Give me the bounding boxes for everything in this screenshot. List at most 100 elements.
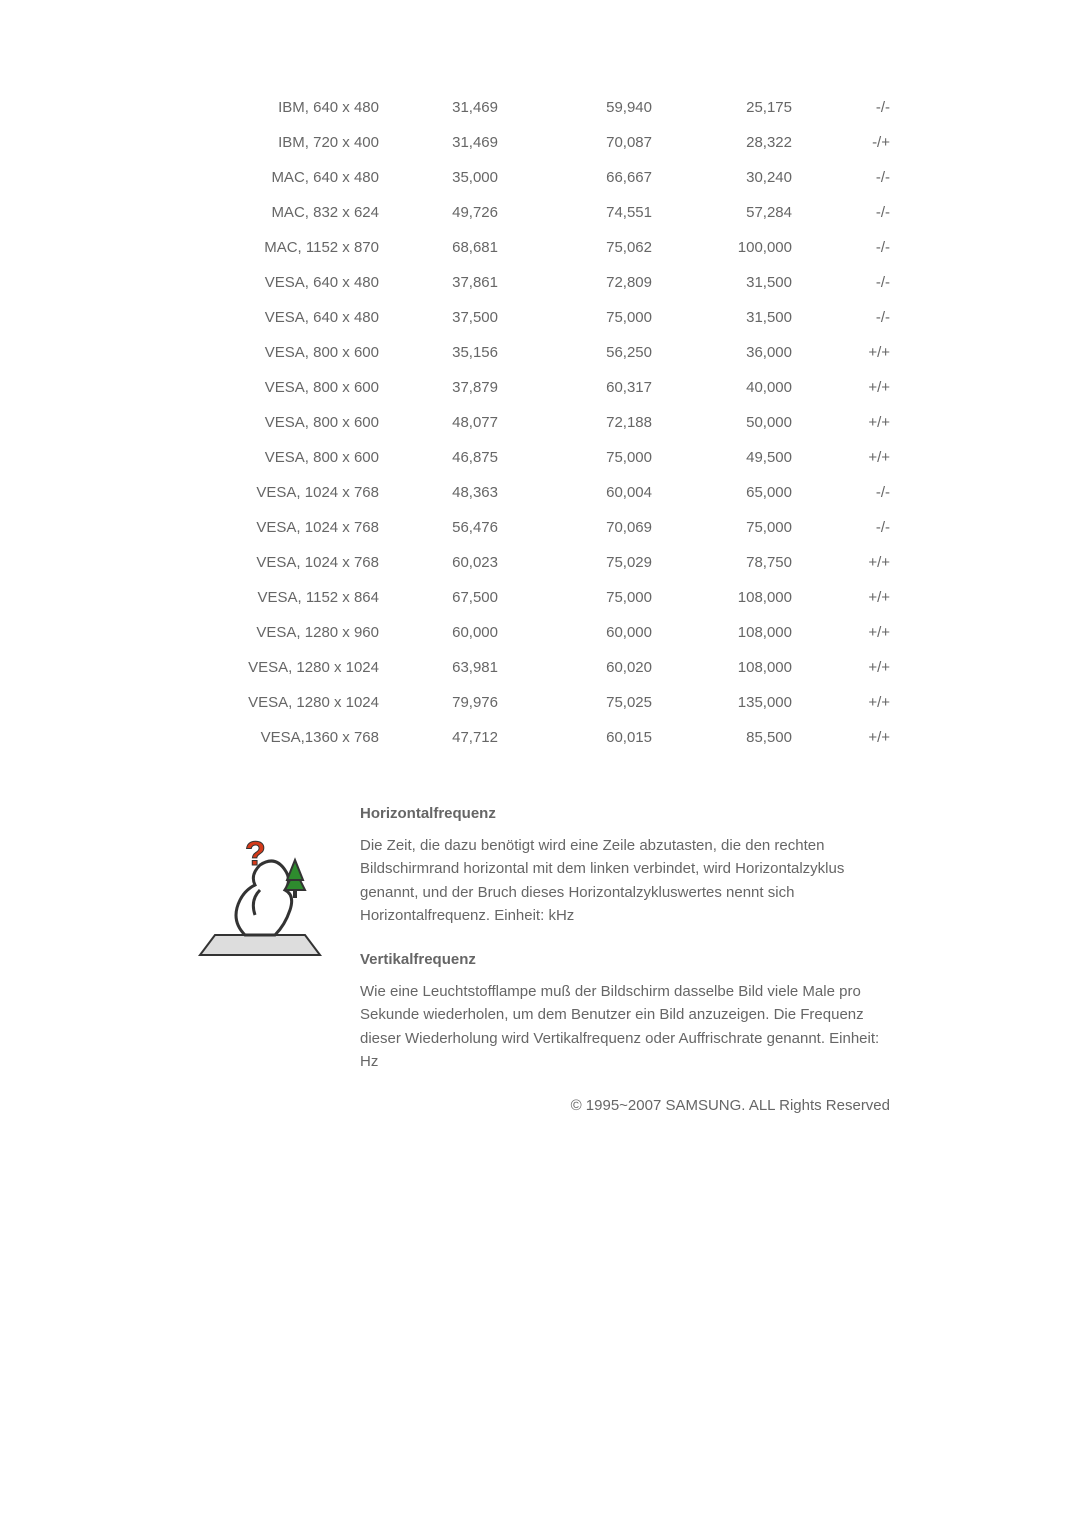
table-cell: 59,940 <box>498 90 652 125</box>
table-cell: VESA, 800 x 600 <box>190 335 379 370</box>
table-cell: IBM, 640 x 480 <box>190 90 379 125</box>
table-cell: VESA, 800 x 600 <box>190 440 379 475</box>
table-cell: 57,284 <box>652 195 792 230</box>
table-cell: 37,879 <box>379 370 498 405</box>
table-cell: +/+ <box>792 545 890 580</box>
info-section: ? Horizontalfrequenz Die Zeit, die dazu … <box>190 805 890 1114</box>
page: IBM, 640 x 48031,46959,94025,175-/-IBM, … <box>0 0 1080 1114</box>
table-cell: 108,000 <box>652 580 792 615</box>
table-row: VESA, 800 x 60046,87575,00049,500+/+ <box>190 440 890 475</box>
table-cell: 36,000 <box>652 335 792 370</box>
table-row: VESA, 1280 x 96060,00060,000108,000+/+ <box>190 615 890 650</box>
table-cell: 37,861 <box>379 265 498 300</box>
table-cell: +/+ <box>792 580 890 615</box>
table-row: IBM, 720 x 40031,46970,08728,322-/+ <box>190 125 890 160</box>
table-cell: 70,069 <box>498 510 652 545</box>
table-cell: +/+ <box>792 720 890 755</box>
table-cell: VESA, 800 x 600 <box>190 405 379 440</box>
table-cell: +/+ <box>792 405 890 440</box>
table-row: VESA, 1024 x 76848,36360,00465,000-/- <box>190 475 890 510</box>
table-row: MAC, 832 x 62449,72674,55157,284-/- <box>190 195 890 230</box>
table-cell: 56,476 <box>379 510 498 545</box>
table-row: VESA, 1280 x 102463,98160,020108,000+/+ <box>190 650 890 685</box>
table-cell: 60,020 <box>498 650 652 685</box>
table-row: VESA, 640 x 48037,86172,80931,500-/- <box>190 265 890 300</box>
table-cell: 66,667 <box>498 160 652 195</box>
table-cell: VESA, 640 x 480 <box>190 300 379 335</box>
table-cell: +/+ <box>792 615 890 650</box>
table-cell: VESA, 1024 x 768 <box>190 545 379 580</box>
table-cell: 100,000 <box>652 230 792 265</box>
table-cell: 31,469 <box>379 125 498 160</box>
table-cell: 60,317 <box>498 370 652 405</box>
table-cell: VESA, 1024 x 768 <box>190 510 379 545</box>
table-cell: 60,004 <box>498 475 652 510</box>
table-cell: 60,000 <box>379 615 498 650</box>
vertical-frequency-heading: Vertikalfrequenz <box>360 951 890 968</box>
table-cell: VESA, 640 x 480 <box>190 265 379 300</box>
table-cell: 60,015 <box>498 720 652 755</box>
table-cell: VESA, 1152 x 864 <box>190 580 379 615</box>
table-cell: 67,500 <box>379 580 498 615</box>
display-modes-table: IBM, 640 x 48031,46959,94025,175-/-IBM, … <box>190 90 890 755</box>
table-cell: 56,250 <box>498 335 652 370</box>
table-cell: 70,087 <box>498 125 652 160</box>
horizontal-frequency-heading: Horizontalfrequenz <box>360 805 890 822</box>
table-cell: 31,500 <box>652 300 792 335</box>
copyright-text: © 1995~2007 SAMSUNG. ALL Rights Reserved <box>360 1097 890 1114</box>
table-row: VESA, 1152 x 86467,50075,000108,000+/+ <box>190 580 890 615</box>
table-cell: +/+ <box>792 440 890 475</box>
table-cell: 31,500 <box>652 265 792 300</box>
table-row: VESA, 1024 x 76860,02375,02978,750+/+ <box>190 545 890 580</box>
table-row: MAC, 1152 x 87068,68175,062100,000-/- <box>190 230 890 265</box>
table-cell: 68,681 <box>379 230 498 265</box>
table-cell: 60,023 <box>379 545 498 580</box>
table-row: MAC, 640 x 48035,00066,66730,240-/- <box>190 160 890 195</box>
table-cell: 46,875 <box>379 440 498 475</box>
table-row: VESA,1360 x 76847,71260,01585,500+/+ <box>190 720 890 755</box>
table-cell: 108,000 <box>652 650 792 685</box>
table-cell: -/- <box>792 90 890 125</box>
table-cell: 31,469 <box>379 90 498 125</box>
table-cell: 74,551 <box>498 195 652 230</box>
table-cell: -/- <box>792 475 890 510</box>
table-row: VESA, 1024 x 76856,47670,06975,000-/- <box>190 510 890 545</box>
thinker-icon: ? <box>190 805 330 969</box>
table-row: VESA, 800 x 60035,15656,25036,000+/+ <box>190 335 890 370</box>
svg-text:?: ? <box>245 835 266 873</box>
table-cell: 40,000 <box>652 370 792 405</box>
table-row: VESA, 640 x 48037,50075,00031,500-/- <box>190 300 890 335</box>
table-row: VESA, 800 x 60048,07772,18850,000+/+ <box>190 405 890 440</box>
table-cell: -/- <box>792 230 890 265</box>
table-cell: 49,726 <box>379 195 498 230</box>
table-cell: VESA, 800 x 600 <box>190 370 379 405</box>
table-cell: VESA, 1280 x 1024 <box>190 650 379 685</box>
table-cell: -/- <box>792 510 890 545</box>
table-cell: 75,025 <box>498 685 652 720</box>
table-cell: 75,000 <box>498 580 652 615</box>
table-cell: +/+ <box>792 650 890 685</box>
table-cell: 135,000 <box>652 685 792 720</box>
table-cell: 85,500 <box>652 720 792 755</box>
horizontal-frequency-body: Die Zeit, die dazu benötigt wird eine Ze… <box>360 834 890 927</box>
table-cell: 75,000 <box>498 300 652 335</box>
table-cell: 72,188 <box>498 405 652 440</box>
table-cell: +/+ <box>792 370 890 405</box>
table-cell: -/- <box>792 300 890 335</box>
info-text: Horizontalfrequenz Die Zeit, die dazu be… <box>360 805 890 1114</box>
table-cell: 28,322 <box>652 125 792 160</box>
table-cell: 60,000 <box>498 615 652 650</box>
table-cell: 35,000 <box>379 160 498 195</box>
table-cell: 48,077 <box>379 405 498 440</box>
table-cell: 108,000 <box>652 615 792 650</box>
table-cell: 30,240 <box>652 160 792 195</box>
table-row: VESA, 800 x 60037,87960,31740,000+/+ <box>190 370 890 405</box>
table-cell: 63,981 <box>379 650 498 685</box>
table-cell: 47,712 <box>379 720 498 755</box>
table-cell: 35,156 <box>379 335 498 370</box>
table-cell: +/+ <box>792 335 890 370</box>
table-cell: VESA, 1024 x 768 <box>190 475 379 510</box>
table-cell: 75,029 <box>498 545 652 580</box>
table-cell: 50,000 <box>652 405 792 440</box>
table-cell: 75,000 <box>498 440 652 475</box>
